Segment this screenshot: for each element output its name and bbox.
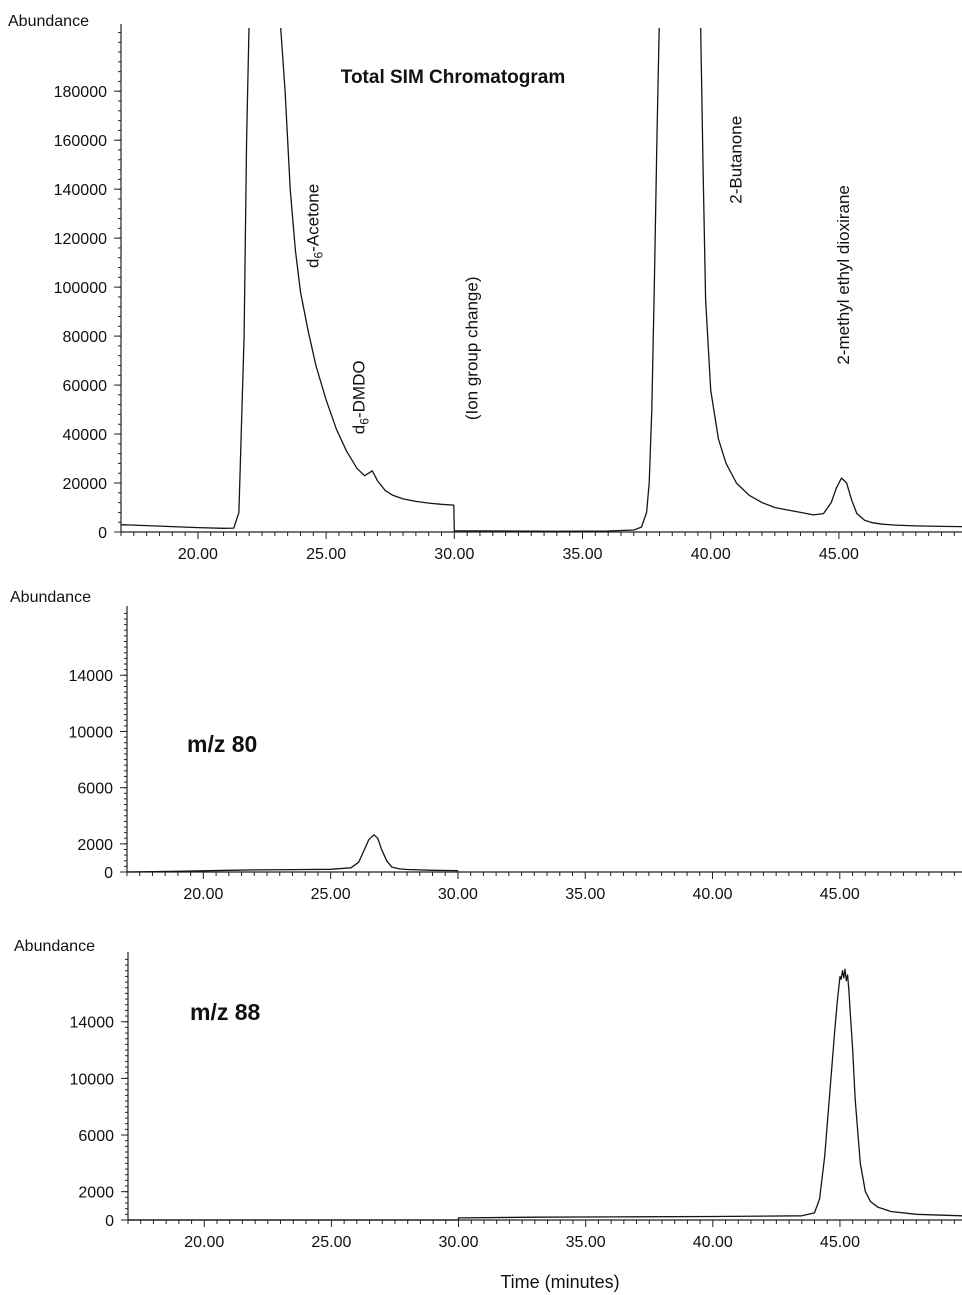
y-axis-label: Abundance	[8, 13, 89, 30]
y-tick-label: 10000	[69, 724, 114, 741]
chromatogram-trace	[127, 834, 459, 873]
y-tick-label: 2000	[77, 837, 113, 854]
x-tick-label: 20.00	[178, 546, 218, 563]
x-tick-label: 25.00	[306, 546, 346, 563]
x-tick-label: 35.00	[565, 886, 605, 903]
x-ticks: 20.00 25.00 30.00 35.00 40.00 45.00	[126, 872, 955, 903]
peak-annotations: d6-Acetone d6-DMDO (Ion group change) 2-But…	[303, 116, 853, 434]
x-axis-label: Time (minutes)	[500, 1272, 619, 1292]
peak-annotation: (Ion group change)	[462, 277, 481, 421]
y-tick-label: 2000	[78, 1185, 114, 1202]
y-tick-label: 6000	[78, 1128, 114, 1145]
mz88-panel: Abundance m/z 88 0 2000 6000 10000 14000 20.…	[14, 938, 962, 1292]
y-tick-label: 6000	[77, 781, 113, 798]
ion-label: m/z 88	[190, 999, 261, 1025]
x-tick-label: 25.00	[311, 1234, 351, 1251]
x-tick-label: 30.00	[434, 546, 474, 563]
x-tick-label: 35.00	[566, 1234, 606, 1251]
x-tick-label: 35.00	[563, 546, 603, 563]
y-tick-label: 100000	[54, 280, 107, 297]
y-tick-label: 20000	[63, 476, 108, 493]
x-tick-label: 30.00	[439, 1234, 479, 1251]
y-tick-label: 14000	[69, 668, 114, 685]
y-ticks: 0 20000 40000 60000 80000 100000 120000 140000 1…	[54, 31, 121, 542]
chromatogram-trace	[121, 28, 962, 532]
x-tick-label: 40.00	[692, 886, 732, 903]
y-axis-label: Abundance	[14, 938, 95, 955]
y-tick-label: 0	[105, 1213, 114, 1230]
y-tick-label: 40000	[63, 427, 108, 444]
peak-annotation: 2-methyl ethyl dioxirane	[834, 185, 853, 365]
x-tick-label: 45.00	[820, 886, 860, 903]
x-ticks: 20.00 25.00 30.00 35.00 40.00 45.00	[127, 1220, 955, 1251]
x-ticks: 20.00 25.00 30.00 35.00 40.00 45.00	[120, 532, 955, 563]
y-ticks: 0 2000 6000 10000 14000	[69, 612, 127, 882]
x-tick-label: 40.00	[691, 546, 731, 563]
y-tick-label: 120000	[54, 231, 107, 248]
x-tick-label: 30.00	[438, 886, 478, 903]
y-tick-label: 80000	[63, 329, 108, 346]
y-tick-label: 60000	[63, 378, 108, 395]
x-tick-label: 45.00	[820, 1234, 860, 1251]
y-tick-label: 14000	[70, 1015, 115, 1032]
y-tick-label: 160000	[54, 133, 107, 150]
x-tick-label: 20.00	[183, 886, 223, 903]
y-axis-label: Abundance	[10, 589, 91, 606]
total-sim-panel: Abundance Total SIM Chromatogram 0 20000 4…	[8, 13, 962, 563]
peak-annotation: d6-Acetone	[303, 184, 325, 268]
x-tick-label: 45.00	[819, 546, 859, 563]
mz80-panel: Abundance m/z 80 0 2000 6000 10000 14000 20.…	[10, 589, 962, 903]
peak-annotation: 2-Butanone	[726, 116, 745, 204]
chromatogram-trace	[128, 968, 962, 1221]
peak-annotation: d6-DMDO	[350, 360, 372, 434]
y-tick-label: 0	[104, 865, 113, 882]
x-tick-label: 20.00	[184, 1234, 224, 1251]
y-ticks: 0 2000 6000 10000 14000	[70, 958, 128, 1230]
y-tick-label: 0	[98, 525, 107, 542]
y-tick-label: 140000	[54, 182, 107, 199]
ion-label: m/z 80	[187, 731, 257, 757]
x-tick-label: 25.00	[311, 886, 351, 903]
y-tick-label: 180000	[54, 84, 107, 101]
y-tick-label: 10000	[70, 1071, 115, 1088]
chart-title: Total SIM Chromatogram	[341, 67, 566, 88]
x-tick-label: 40.00	[693, 1234, 733, 1251]
